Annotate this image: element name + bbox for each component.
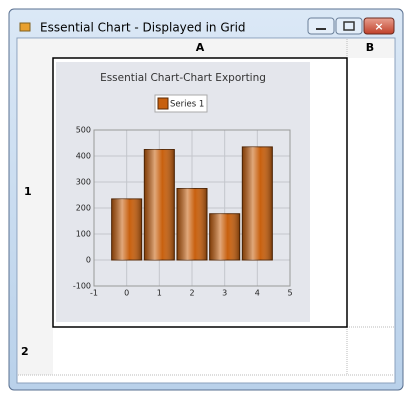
bar-sheen	[144, 149, 175, 260]
y-tick-label: 300	[76, 178, 91, 187]
minimize-button[interactable]	[307, 17, 335, 35]
row-header[interactable]: 1	[24, 185, 32, 198]
y-tick-label: 100	[76, 230, 91, 239]
x-tick-label: 2	[189, 289, 194, 298]
legend-label: Series 1	[170, 100, 204, 110]
close-icon: ×	[374, 20, 383, 33]
legend-swatch	[157, 97, 169, 110]
plot-border	[93, 129, 291, 287]
maximize-button[interactable]	[335, 17, 363, 35]
y-tick-label: -100	[73, 282, 91, 291]
row-header-bar	[18, 39, 53, 375]
bar-sheen	[209, 213, 240, 260]
x-tick-label: 0	[124, 289, 129, 298]
y-tick-label: 500	[76, 126, 91, 135]
column-header[interactable]: B	[366, 41, 374, 54]
chart-title: Essential Chart-Chart Exporting	[100, 72, 266, 84]
x-tick-label: 4	[255, 289, 260, 298]
close-button[interactable]	[363, 17, 395, 35]
bar-sheen	[242, 146, 273, 260]
y-tick-label: 0	[86, 256, 91, 265]
bar-sheen	[111, 198, 142, 260]
x-tick-label: 3	[222, 289, 227, 298]
window-title: Essential Chart - Displayed in Grid	[40, 21, 246, 35]
x-tick-label: -1	[90, 289, 98, 298]
x-tick-label: 1	[157, 289, 162, 298]
y-tick-label: 200	[76, 204, 91, 213]
column-header-bar	[18, 39, 394, 58]
app-icon	[19, 22, 31, 32]
bar-sheen	[176, 188, 208, 260]
column-header[interactable]: A	[196, 41, 205, 54]
x-tick-label: 5	[287, 289, 292, 298]
minimize-icon	[316, 28, 326, 30]
maximize-icon	[343, 21, 355, 31]
y-tick-label: 400	[76, 152, 91, 161]
row-header[interactable]: 2	[21, 345, 29, 358]
